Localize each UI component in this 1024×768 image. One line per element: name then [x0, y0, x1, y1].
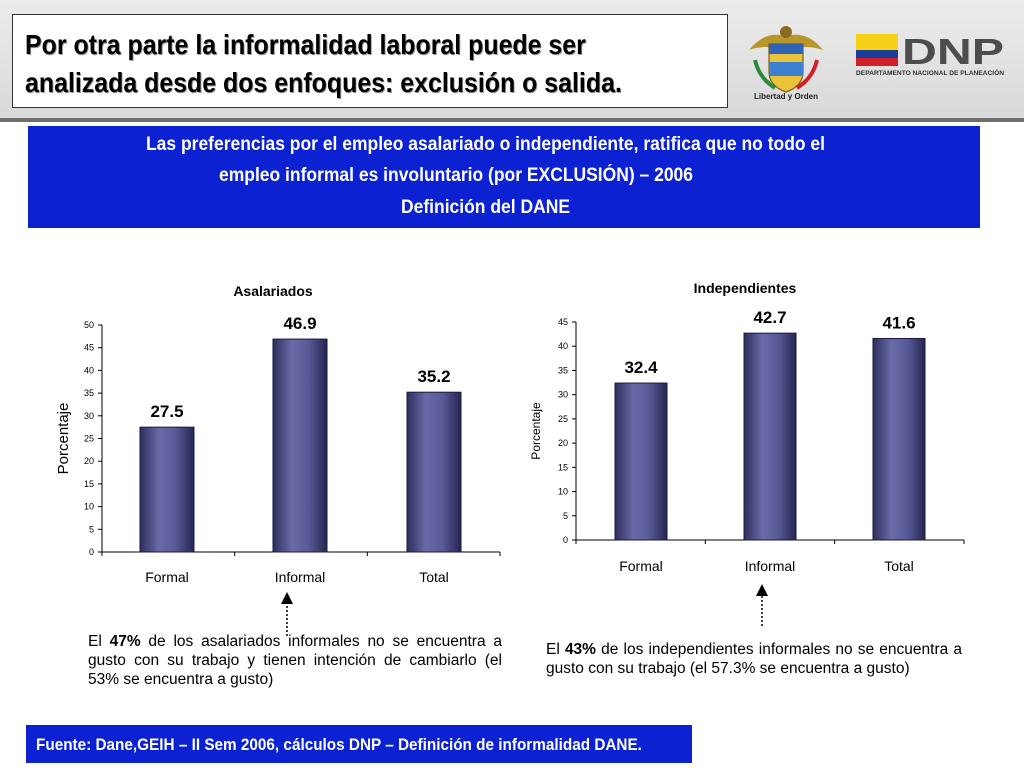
independientes-y-tick-label: 35: [558, 365, 568, 375]
asalariados-y-tick-label: 20: [84, 456, 94, 466]
independientes-y-tick-label: 10: [558, 487, 568, 497]
title-box: Por otra parte la informalidad laboral p…: [12, 14, 728, 108]
asalariados-y-tick-label: 35: [84, 388, 94, 398]
note-left-highlight: 47%: [109, 633, 141, 650]
slide-title-line-1: Por otra parte la informalidad laboral p…: [25, 29, 586, 60]
asalariados-y-tick-label: 15: [84, 479, 94, 489]
note-left-text: de los asalariados informales no se encu…: [88, 633, 503, 688]
asalariados-value-label: 27.5: [150, 402, 183, 421]
independientes-y-tick-label: 30: [558, 390, 568, 400]
asalariados-category-label: Formal: [145, 569, 189, 585]
banner-line-1: Las preferencias por el empleo asalariad…: [146, 134, 825, 155]
asalariados-category-label: Total: [419, 569, 449, 585]
note-right-prefix: El: [546, 641, 565, 658]
banner-line-2: empleo informal es involuntario (por EXC…: [219, 165, 694, 186]
independientes-bar-formal: [614, 382, 668, 541]
asalariados-y-tick-label: 30: [84, 411, 94, 421]
independientes-value-label: 42.7: [753, 308, 786, 327]
independientes-value-label: 41.6: [882, 313, 915, 332]
dnp-logo-fullname: DEPARTAMENTO NACIONAL DE PLANEACIÓN: [856, 69, 1004, 77]
note-right-highlight: 43%: [564, 641, 596, 658]
subtitle-banner: Las preferencias por el empleo asalariad…: [28, 126, 980, 228]
asalariados-value-label: 46.9: [283, 314, 316, 333]
dnp-logo: DNP DEPARTAMENTO NACIONAL DE PLANEACIÓN: [856, 31, 1004, 77]
note-left-prefix: El: [88, 633, 110, 650]
asalariados-bar-formal: [139, 426, 195, 553]
source-text: Fuente: Dane,GEIH – II Sem 2006, cálculo…: [36, 735, 642, 754]
independientes-chart-title: Independientes: [694, 280, 797, 296]
independientes-category-label: Formal: [619, 558, 663, 574]
note-independientes: El 43% de los independientes informales …: [546, 640, 962, 678]
independientes-category-label: Total: [884, 558, 914, 574]
independientes-y-axis-label: Porcentaje: [529, 402, 543, 460]
independientes-bar-total: [872, 337, 926, 541]
slide-title-line-2: analizada desde dos enfoques: exclusión …: [25, 67, 622, 98]
independientes-y-tick-label: 45: [558, 317, 568, 327]
asalariados-value-label: 35.2: [417, 367, 450, 386]
asalariados-y-tick-label: 45: [84, 343, 94, 353]
asalariados-category-label: Informal: [275, 569, 326, 585]
note-asalariados: El 47% de los asalariados informales no …: [88, 632, 502, 689]
asalariados-y-tick-label: 10: [84, 502, 94, 512]
asalariados-y-tick-label: 0: [89, 547, 94, 557]
asalariados-y-tick-label: 50: [84, 320, 94, 330]
banner-line-3: Definición del DANE: [401, 197, 570, 218]
independientes-y-tick-label: 40: [558, 341, 568, 351]
independientes-y-tick-label: 15: [558, 462, 568, 472]
independientes-y-tick-label: 0: [563, 535, 568, 545]
asalariados-y-tick-label: 25: [84, 434, 94, 444]
crest-caption: Libertad y Orden: [754, 92, 818, 101]
independientes-y-tick-label: 25: [558, 414, 568, 424]
asalariados-bar-total: [406, 391, 462, 553]
asalariados-y-tick-label: 5: [89, 524, 94, 534]
note-right-text: de los independientes informales no se e…: [546, 641, 963, 677]
asalariados-chart-title: Asalariados: [233, 283, 313, 299]
asalariados-bar-informal: [272, 338, 328, 553]
dnp-logo-text: DNP: [902, 31, 1004, 72]
asalariados-y-tick-label: 40: [84, 365, 94, 375]
independientes-category-label: Informal: [745, 558, 796, 574]
independientes-y-tick-label: 5: [563, 511, 568, 521]
independientes-value-label: 32.4: [624, 358, 658, 377]
independientes-y-tick-label: 20: [558, 438, 568, 448]
independientes-bar-informal: [743, 332, 797, 541]
asalariados-y-axis-label: Porcentaje: [55, 403, 72, 475]
header-separator: [0, 118, 1024, 122]
colombia-coat-of-arms-logo: Libertad y Orden: [749, 26, 823, 101]
source-footer: Fuente: Dane,GEIH – II Sem 2006, cálculo…: [26, 725, 692, 763]
